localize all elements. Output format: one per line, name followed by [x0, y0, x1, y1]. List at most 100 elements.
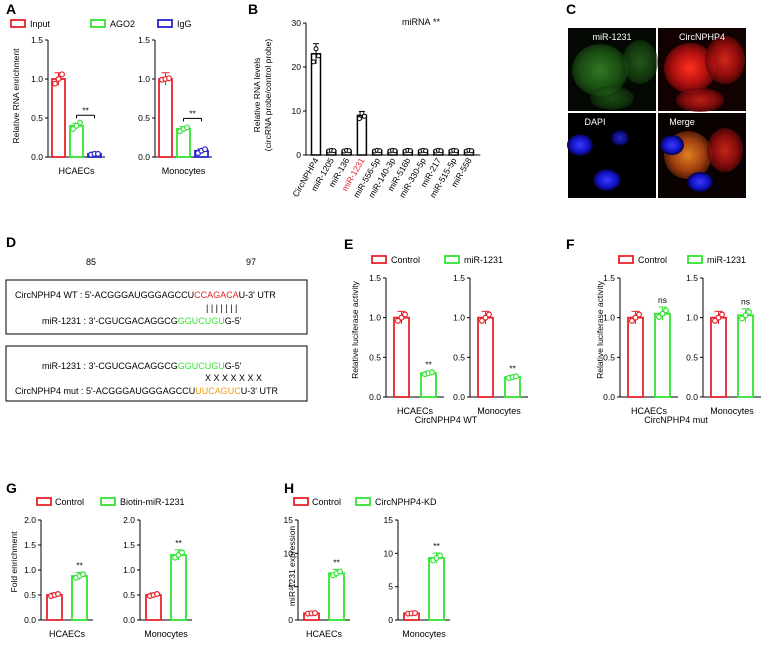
bar-circnphp4-kd [328, 572, 345, 621]
data-point [453, 148, 459, 154]
mir-seq-c-1: G-5' [225, 316, 242, 326]
y-tick-label: 0.5 [369, 352, 381, 362]
y-tick-label: 2.0 [123, 515, 135, 525]
image-merge: Merge [658, 113, 746, 198]
x-category-label: Monocytes [710, 406, 754, 416]
mut-sequence-line: CircNPHP4 mut : 5'-ACGGGAUGGGAGCCUUUCAGU… [15, 386, 278, 396]
y-tick-label: 1.5 [24, 540, 36, 550]
data-point [154, 590, 161, 597]
data-point [76, 119, 83, 126]
panel-label-c: C [566, 1, 576, 17]
y-tick-label: 5 [288, 582, 293, 592]
panel-e-chart: Control miR-1231 Relative luciferase act… [350, 255, 528, 425]
position-left-label: 85 [86, 257, 96, 267]
y-axis-label-g: Fold enrichment [9, 531, 19, 593]
data-point [398, 314, 405, 321]
data-point [512, 373, 519, 380]
y-tick-label: 15 [384, 515, 394, 525]
data-point [392, 148, 398, 154]
y-tick-label: 0.5 [138, 113, 150, 123]
data-point [316, 53, 321, 59]
bar [356, 114, 368, 156]
bar-input [158, 78, 173, 158]
y-tick-label: 0.5 [31, 113, 43, 123]
data-point [635, 311, 642, 318]
panel-label-b: B [248, 1, 258, 17]
data-point [479, 317, 486, 324]
wt-label: CircNPHP4 WT : 5'- [15, 290, 95, 300]
significance-label: ** [425, 359, 432, 369]
wt-base-pairs: | | | | | | | [206, 303, 237, 313]
image-label-circnphp4: CircNPHP4 [679, 32, 725, 42]
legend-label-h-control: Control [312, 497, 341, 507]
data-point [58, 71, 65, 78]
y-tick-label: 0.0 [686, 392, 698, 402]
legend-swatch-e-control [371, 255, 387, 264]
y-axis-label-f: Relative luciferase activity [595, 280, 605, 379]
data-point [166, 75, 173, 82]
panel-c-images: miR-1231 CircNPHP4 DAPI Merge [567, 28, 746, 198]
bar-mir-1231 [737, 314, 754, 398]
mir-seq-a-1: CGUCGACAGGCG [98, 316, 178, 326]
mut-seq-c: U-3' UTR [241, 386, 279, 396]
data-point [715, 314, 722, 321]
legend-label-e-control: Control [391, 255, 420, 265]
legend-label-f-mir: miR-1231 [707, 255, 746, 265]
image-label-dapi: DAPI [584, 117, 605, 127]
bar-control [393, 316, 410, 398]
legend-swatch-h-kd [355, 497, 371, 506]
y-tick-label: 0.0 [31, 152, 43, 162]
mir-label-1: miR-1231 : 3'- [42, 316, 98, 326]
data-point [356, 116, 362, 122]
data-point [423, 148, 429, 154]
panel-h-chart: Control CircNPHP4-KD miR-1231 expression… [284, 497, 450, 639]
legend-label-ago2: AGO2 [110, 19, 135, 29]
x-category-label: HCAECs [306, 629, 343, 639]
image-label-merge: Merge [669, 117, 695, 127]
data-point [738, 315, 745, 322]
significance-label: ns [741, 297, 750, 307]
y-tick-label: 0.0 [138, 152, 150, 162]
y-tick-label: 1.0 [138, 74, 150, 84]
y-axis-label-e: Relative luciferase activity [350, 280, 360, 379]
data-point [429, 369, 436, 376]
data-point [659, 310, 666, 317]
panel-d-sequences: 85 97 CircNPHP4 WT : 5'-ACGGGAUGGGAGCCUC… [5, 257, 308, 402]
mir-seq-c-2: G-5' [225, 361, 242, 371]
y-tick-label: 1.0 [31, 74, 43, 84]
y-tick-label: 0.0 [369, 392, 381, 402]
significance-label: ** [333, 558, 340, 568]
data-point [377, 148, 383, 154]
legend-label-e-mir: miR-1231 [464, 255, 503, 265]
mir-sequence-line-2: miR-1231 : 3'-CGUCGACAGGCGGGUCUGUG-5' [42, 361, 242, 371]
bar-control [46, 594, 63, 621]
y-tick-label: 0.5 [686, 352, 698, 362]
data-point [745, 309, 752, 316]
wt-seq-a: ACGGGAUGGGAGCCU [95, 290, 195, 300]
data-point [437, 552, 444, 559]
y-tick-label: 10 [384, 548, 394, 558]
x-category-label: HCAECs [58, 166, 95, 176]
mir-label-2: miR-1231 : 3'- [42, 361, 98, 371]
y-tick-label: 0.5 [123, 590, 135, 600]
panel-b-title: miRNA [402, 17, 431, 27]
legend-swatch-input [10, 19, 26, 28]
legend-swatch-igg [157, 19, 173, 28]
data-point [55, 75, 62, 82]
y-tick-label: 1.0 [369, 313, 381, 323]
panel-f-chart: Control miR-1231 Relative luciferase act… [595, 255, 761, 425]
x-category-label: HCAECs [397, 406, 434, 416]
panel-b-title-significance: ** [433, 17, 441, 27]
data-point [655, 314, 662, 321]
panel-label-f: F [566, 236, 575, 252]
panel-label-a: A [6, 1, 16, 17]
y-tick-label: 20 [292, 62, 302, 72]
data-point [79, 571, 86, 578]
legend-swatch-e-mir [444, 255, 460, 264]
legend-label-g-biotin: Biotin-miR-1231 [120, 497, 185, 507]
bar-biotin-mir-1231 [71, 575, 88, 621]
mut-binding-box [5, 345, 308, 402]
data-point [94, 150, 101, 157]
bar-control [145, 594, 162, 621]
bar-mir-1231 [654, 312, 671, 398]
